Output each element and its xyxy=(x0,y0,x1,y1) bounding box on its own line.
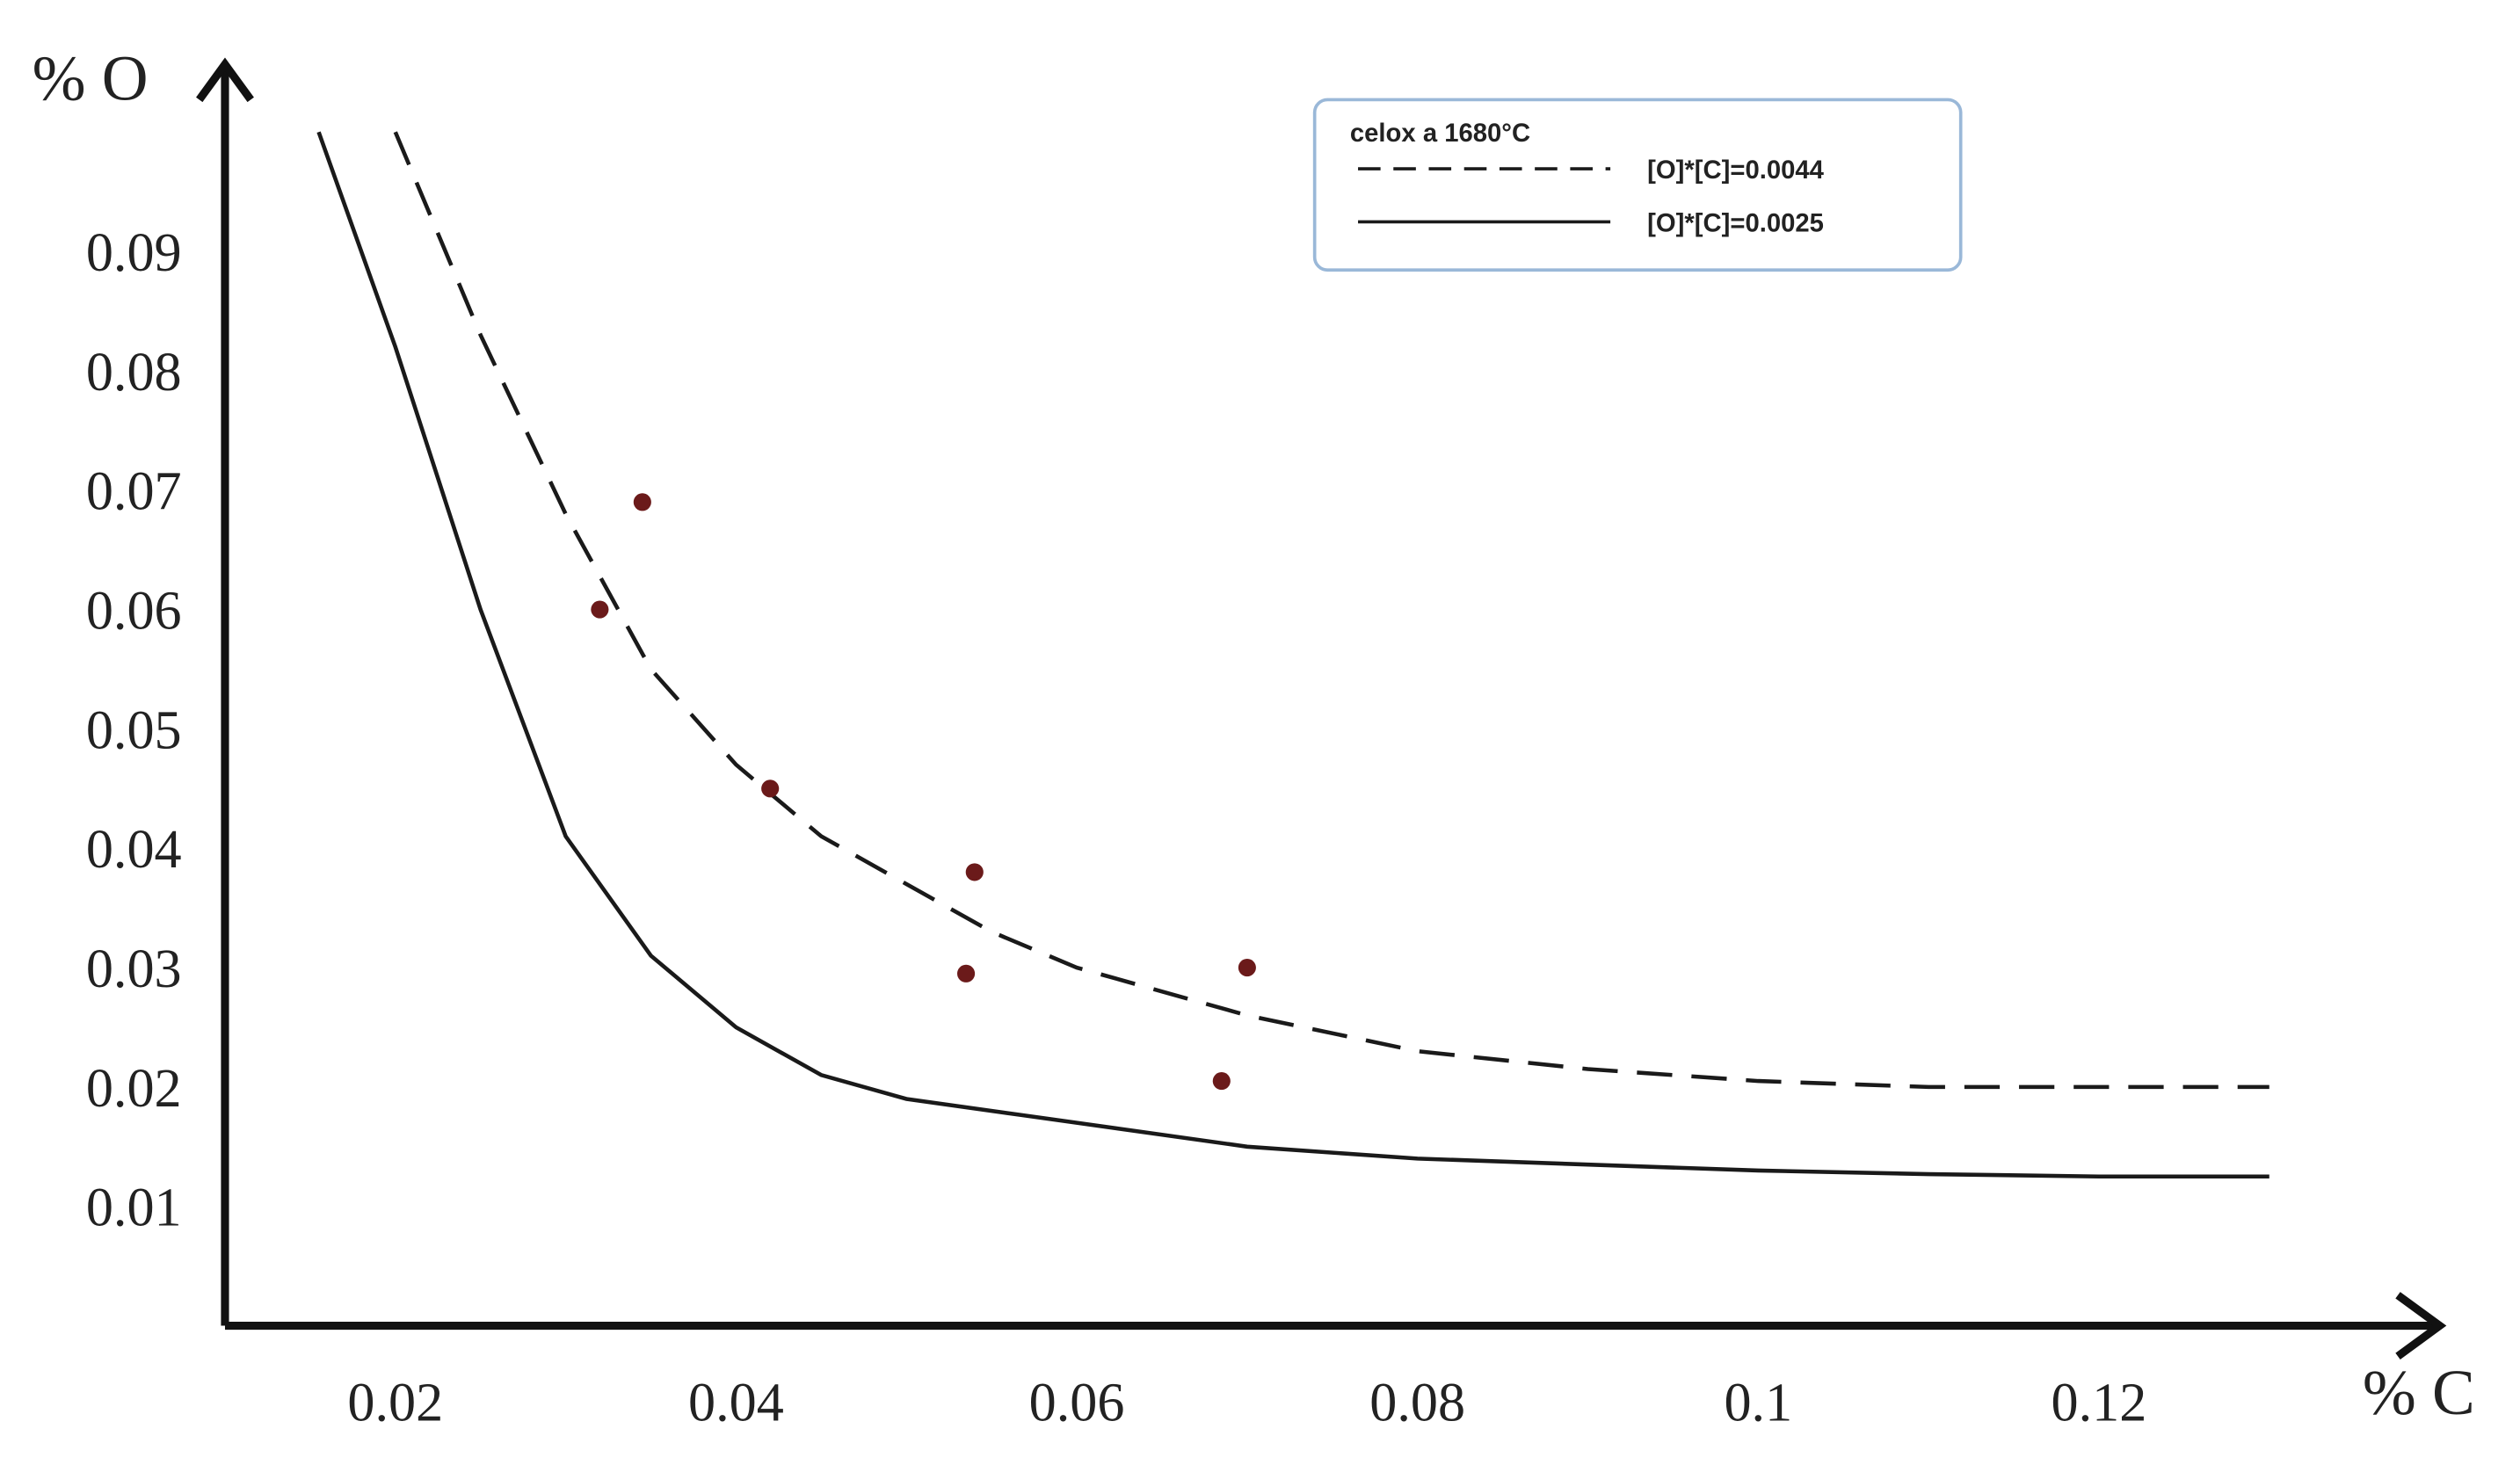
data-point xyxy=(1212,1072,1231,1091)
legend-label: [O]*[C]=0.0044 xyxy=(1647,156,1824,185)
x-axis-arrow xyxy=(2395,1292,2447,1360)
axes xyxy=(196,57,2447,1360)
y-tick-label: 0.06 xyxy=(86,582,182,642)
x-tick-label: 0.08 xyxy=(1369,1373,1465,1432)
y-tick-label: 0.02 xyxy=(86,1059,182,1119)
curve xyxy=(316,131,2269,1179)
x-axis-label: % C xyxy=(2363,1357,2475,1428)
y-tick-label: 0.01 xyxy=(86,1178,182,1238)
y-tick-label: 0.03 xyxy=(86,939,182,999)
legend: celox a 1680°C xyxy=(1312,98,1963,272)
x-tick-label: 0.04 xyxy=(688,1373,784,1432)
data-point xyxy=(965,863,984,881)
y-tick-label: 0.05 xyxy=(86,700,182,760)
legend-box xyxy=(1312,98,1963,272)
legend-label: [O]*[C]=0.0025 xyxy=(1647,209,1824,237)
x-tick-label: 0.02 xyxy=(347,1373,443,1432)
x-tick-label: 0.1 xyxy=(1724,1373,1792,1432)
x-tick-label: 0.12 xyxy=(2052,1373,2147,1432)
y-axis-label: % O xyxy=(33,42,149,113)
legend-title: celox a 1680°C xyxy=(1350,120,1530,148)
y-tick-label: 0.07 xyxy=(86,462,182,522)
y-axis-arrow xyxy=(196,57,254,103)
data-point xyxy=(957,964,976,983)
y-tick-label: 0.09 xyxy=(86,223,182,283)
data-point xyxy=(761,780,780,798)
curve xyxy=(393,131,2269,1090)
data-point xyxy=(1238,959,1256,977)
data-point xyxy=(633,493,651,511)
y-tick-label: 0.04 xyxy=(86,820,182,880)
x-tick-label: 0.06 xyxy=(1029,1373,1125,1432)
data-point xyxy=(591,600,609,619)
y-tick-label: 0.08 xyxy=(86,343,182,402)
